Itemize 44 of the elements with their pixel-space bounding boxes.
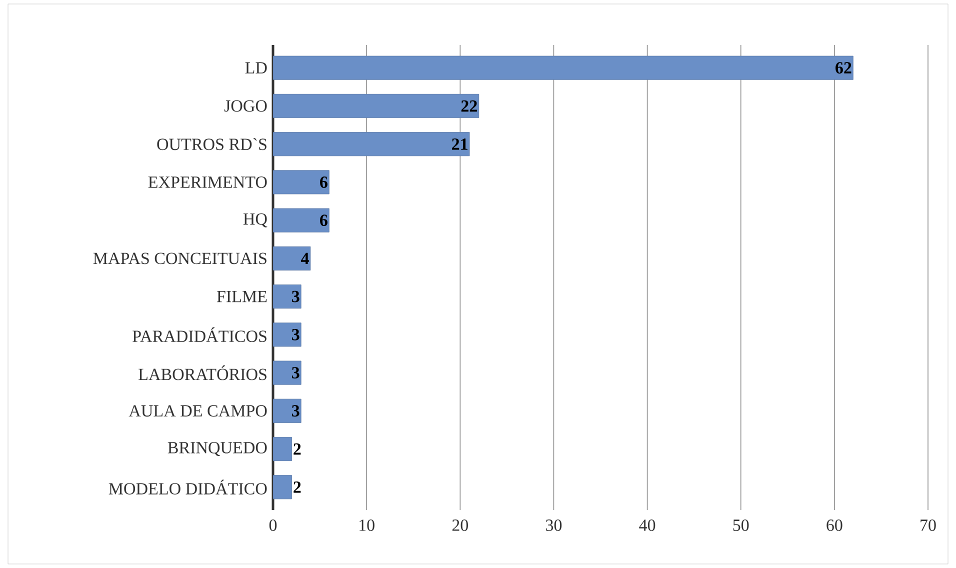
y-tick-label: LABORATÓRIOS xyxy=(138,365,266,380)
y-tick-label: PARADIDÁTICOS xyxy=(132,327,266,342)
bar xyxy=(273,398,302,423)
y-tick-label: EXPERIMENTO xyxy=(148,176,267,188)
data-label: 6 xyxy=(320,176,328,188)
bar xyxy=(273,322,302,347)
bar xyxy=(273,246,311,270)
data-label: 6 xyxy=(320,214,328,226)
y-tick-label: AULA DE CAMPO xyxy=(128,405,267,417)
data-label: 62 xyxy=(836,62,852,74)
data-label: 3 xyxy=(292,367,300,378)
bar xyxy=(273,170,330,194)
x-tick-label: 60 xyxy=(826,520,842,531)
bar xyxy=(273,436,292,462)
bar xyxy=(273,284,302,309)
data-label: 3 xyxy=(292,290,300,302)
bar xyxy=(273,475,292,500)
y-tick-label: HQ xyxy=(243,213,268,228)
x-tick-label: 50 xyxy=(733,520,749,531)
y-tick-label: LD xyxy=(245,62,267,74)
x-tick-label: 20 xyxy=(452,520,468,531)
y-tick-label: BRINQUEDO xyxy=(168,442,267,456)
bar xyxy=(273,132,470,156)
x-tick-label: 10 xyxy=(360,520,374,531)
data-label: 21 xyxy=(452,138,468,150)
x-tick-label: 30 xyxy=(546,520,562,531)
bar xyxy=(273,208,330,232)
x-tick-label: 70 xyxy=(920,520,936,531)
data-label: 22 xyxy=(461,100,477,112)
data-label: 3 xyxy=(292,328,300,340)
data-label: 3 xyxy=(292,405,300,417)
data-label: 4 xyxy=(300,252,309,264)
bar xyxy=(273,94,480,118)
x-tick-label: 40 xyxy=(639,520,656,531)
y-tick-label: OUTROS RD`S xyxy=(157,138,266,150)
y-tick-label: MODELO DIDÁTICO xyxy=(108,480,267,494)
y-tick-label: MAPAS CONCEITUAIS xyxy=(93,252,266,264)
data-label: 2 xyxy=(294,481,301,493)
x-tick-label: 0 xyxy=(269,520,277,531)
bar xyxy=(273,56,854,80)
bar xyxy=(273,360,302,385)
y-tick-label: JOGO xyxy=(224,100,267,112)
data-label: 2 xyxy=(294,443,301,455)
y-tick-label: FILME xyxy=(216,290,267,302)
